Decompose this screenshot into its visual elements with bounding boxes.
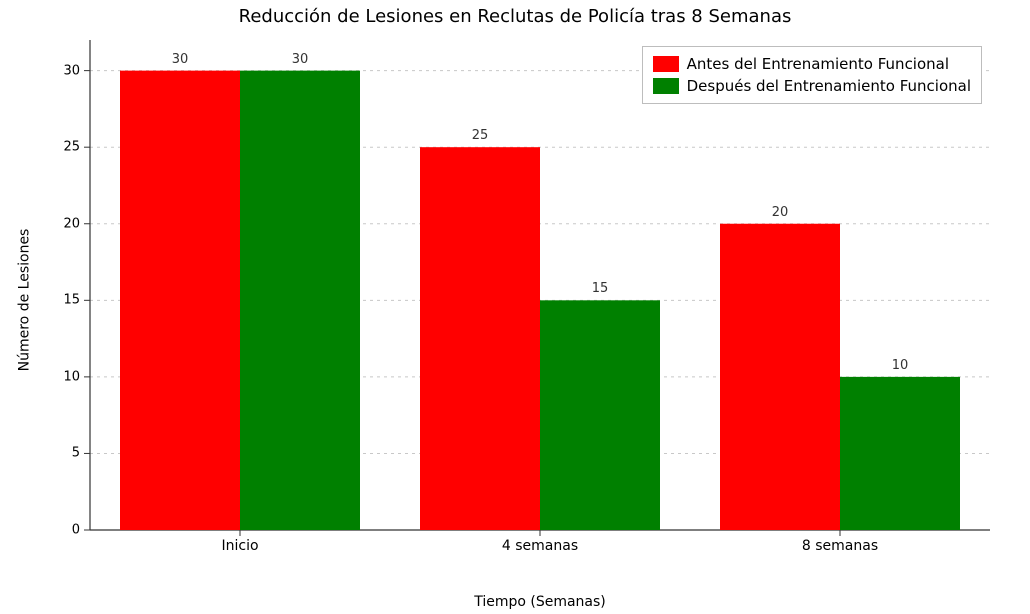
plot-area: [90, 40, 990, 560]
legend-label: Después del Entrenamiento Funcional: [687, 77, 971, 95]
y-tick-label: 5: [40, 446, 80, 461]
y-axis-label-container: Número de Lesiones: [14, 40, 34, 560]
plot-svg: [90, 40, 990, 560]
chart-title: Reducción de Lesiones en Reclutas de Pol…: [0, 6, 1030, 27]
legend-label: Antes del Entrenamiento Funcional: [687, 55, 949, 73]
x-tick-label: Inicio: [221, 538, 258, 554]
legend-swatch: [653, 56, 679, 72]
bar-value-label: 30: [172, 52, 189, 67]
legend-item: Después del Entrenamiento Funcional: [653, 75, 971, 97]
y-tick-label: 10: [40, 369, 80, 384]
x-tick-label: 8 semanas: [802, 538, 878, 554]
y-tick-label: 15: [40, 293, 80, 308]
legend-item: Antes del Entrenamiento Funcional: [653, 53, 971, 75]
x-axis-label: Tiempo (Semanas): [90, 594, 990, 610]
bar-value-label: 10: [892, 358, 909, 373]
chart-container: Reducción de Lesiones en Reclutas de Pol…: [0, 0, 1030, 614]
x-tick-label: 4 semanas: [502, 538, 578, 554]
y-tick-label: 25: [40, 140, 80, 155]
y-tick-label: 30: [40, 63, 80, 78]
bar-value-label: 25: [472, 128, 489, 143]
y-axis-label: Número de Lesiones: [16, 229, 32, 372]
bar-value-label: 30: [292, 52, 309, 67]
legend: Antes del Entrenamiento Funcional Después…: [642, 46, 982, 104]
bar-value-label: 15: [592, 281, 609, 296]
bar-value-label: 20: [772, 205, 789, 220]
y-tick-label: 0: [40, 523, 80, 538]
y-tick-label: 20: [40, 216, 80, 231]
legend-swatch: [653, 78, 679, 94]
